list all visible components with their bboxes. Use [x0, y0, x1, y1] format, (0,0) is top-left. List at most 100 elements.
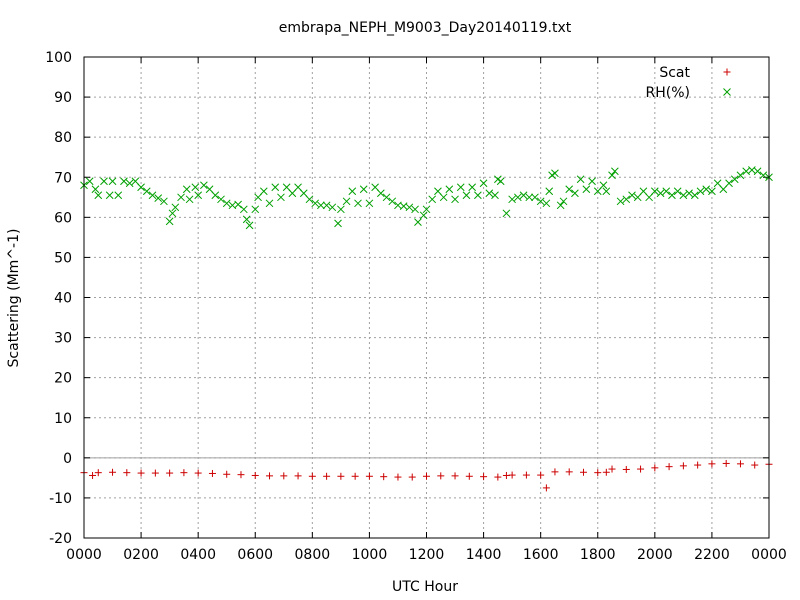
- x-tick-label: 1800: [580, 547, 616, 563]
- rh-point: [365, 199, 374, 208]
- rh-point: [171, 203, 180, 212]
- scat-point: [237, 471, 245, 479]
- rh-point: [200, 181, 208, 190]
- y-tick-label: -20: [49, 531, 72, 547]
- rh-point: [456, 183, 465, 192]
- scat-point: [579, 468, 587, 476]
- rh-point: [382, 193, 391, 202]
- rh-point: [311, 199, 320, 208]
- rh-point: [142, 187, 151, 196]
- scat-point: [694, 461, 702, 469]
- rh-point: [582, 185, 591, 194]
- scat-point: [679, 462, 687, 470]
- rh-point: [125, 179, 134, 188]
- scat-point: [451, 472, 459, 480]
- rh-point: [419, 211, 428, 220]
- grid-lines: [84, 57, 769, 538]
- y-tick-label: 40: [54, 291, 72, 307]
- rh-point: [576, 175, 585, 184]
- rh-point: [414, 218, 422, 226]
- rh-point: [288, 189, 297, 198]
- rh-point: [513, 193, 522, 202]
- scat-point: [337, 472, 345, 480]
- rh-point: [411, 205, 419, 214]
- rh-point: [673, 187, 682, 196]
- rh-point: [519, 191, 528, 200]
- rh-point: [254, 193, 262, 202]
- rh-point: [376, 189, 385, 198]
- rh-point: [105, 191, 114, 200]
- y-tick-label: -10: [49, 491, 72, 507]
- scat-point: [480, 473, 488, 481]
- rh-point: [165, 217, 174, 226]
- rh-point: [725, 179, 733, 188]
- rh-point: [713, 179, 722, 188]
- scat-point: [494, 473, 502, 481]
- rh-point: [120, 177, 128, 186]
- rh-point: [322, 201, 331, 210]
- y-tick-label: 60: [54, 210, 72, 226]
- rh-point: [251, 205, 260, 214]
- y-tick-label: 70: [54, 170, 72, 186]
- rh-point: [234, 200, 242, 209]
- rh-point: [205, 185, 214, 194]
- rh-point: [328, 203, 337, 212]
- rh-point: [108, 177, 117, 186]
- series-scat: [80, 459, 773, 492]
- rh-point: [259, 187, 268, 196]
- scat-point: [602, 468, 610, 476]
- rh-point: [462, 191, 471, 200]
- rh-point: [662, 187, 671, 196]
- rh-point: [342, 197, 351, 206]
- rh-point: [371, 183, 379, 192]
- x-tick-label: 2200: [694, 547, 730, 563]
- rh-point: [137, 183, 145, 192]
- scat-point: [166, 469, 174, 477]
- rh-point: [525, 193, 534, 202]
- x-axis-ticks: 0000 0200 0400 0600 0800 1000 1200 1400 1600 1800…: [66, 57, 787, 563]
- rh-point: [160, 197, 168, 206]
- rh-point: [685, 189, 693, 198]
- series-rh: [80, 166, 773, 230]
- scat-point: [465, 472, 473, 480]
- rh-point: [588, 177, 596, 186]
- y-tick-label: 0: [63, 451, 72, 467]
- plot-frame: [83, 56, 770, 539]
- rh-point: [639, 187, 648, 196]
- x-axis-label: UTC Hour: [392, 579, 458, 595]
- rh-point: [485, 189, 494, 198]
- rh-point: [94, 191, 103, 200]
- y-tick-label: 10: [54, 411, 72, 427]
- rh-point: [474, 191, 482, 200]
- y-axis-ticks: -20 -10 0 10 20 30 40 50 60 70 80 90 100: [45, 50, 769, 547]
- y-tick-label: 30: [54, 331, 72, 347]
- rh-point: [451, 195, 459, 204]
- rh-point: [85, 177, 94, 186]
- scat-point: [89, 471, 97, 479]
- scat-point: [565, 468, 573, 476]
- rh-point: [217, 195, 225, 204]
- rh-point: [559, 197, 568, 206]
- legend-label: RH(%): [646, 85, 690, 101]
- chart-title: embrapa_NEPH_M9003_Day20140119.txt: [279, 20, 572, 36]
- scat-point: [423, 472, 430, 480]
- scat-point: [365, 472, 373, 480]
- rh-point: [337, 205, 345, 214]
- rh-point: [719, 185, 728, 194]
- rh-point: [468, 183, 477, 192]
- rh-point: [348, 187, 357, 196]
- x-tick-label: 0000: [751, 547, 787, 563]
- rh-point: [736, 171, 745, 180]
- scat-point: [380, 473, 388, 481]
- scat-point: [280, 472, 288, 480]
- x-tick-label: 0600: [237, 547, 273, 563]
- scat-point: [665, 463, 673, 471]
- rh-point: [656, 189, 665, 198]
- rh-point: [177, 193, 185, 202]
- rh-point: [616, 197, 625, 206]
- legend-marker: [723, 68, 731, 76]
- scat-point: [722, 459, 730, 467]
- rh-point: [265, 199, 274, 208]
- rh-point: [277, 193, 285, 202]
